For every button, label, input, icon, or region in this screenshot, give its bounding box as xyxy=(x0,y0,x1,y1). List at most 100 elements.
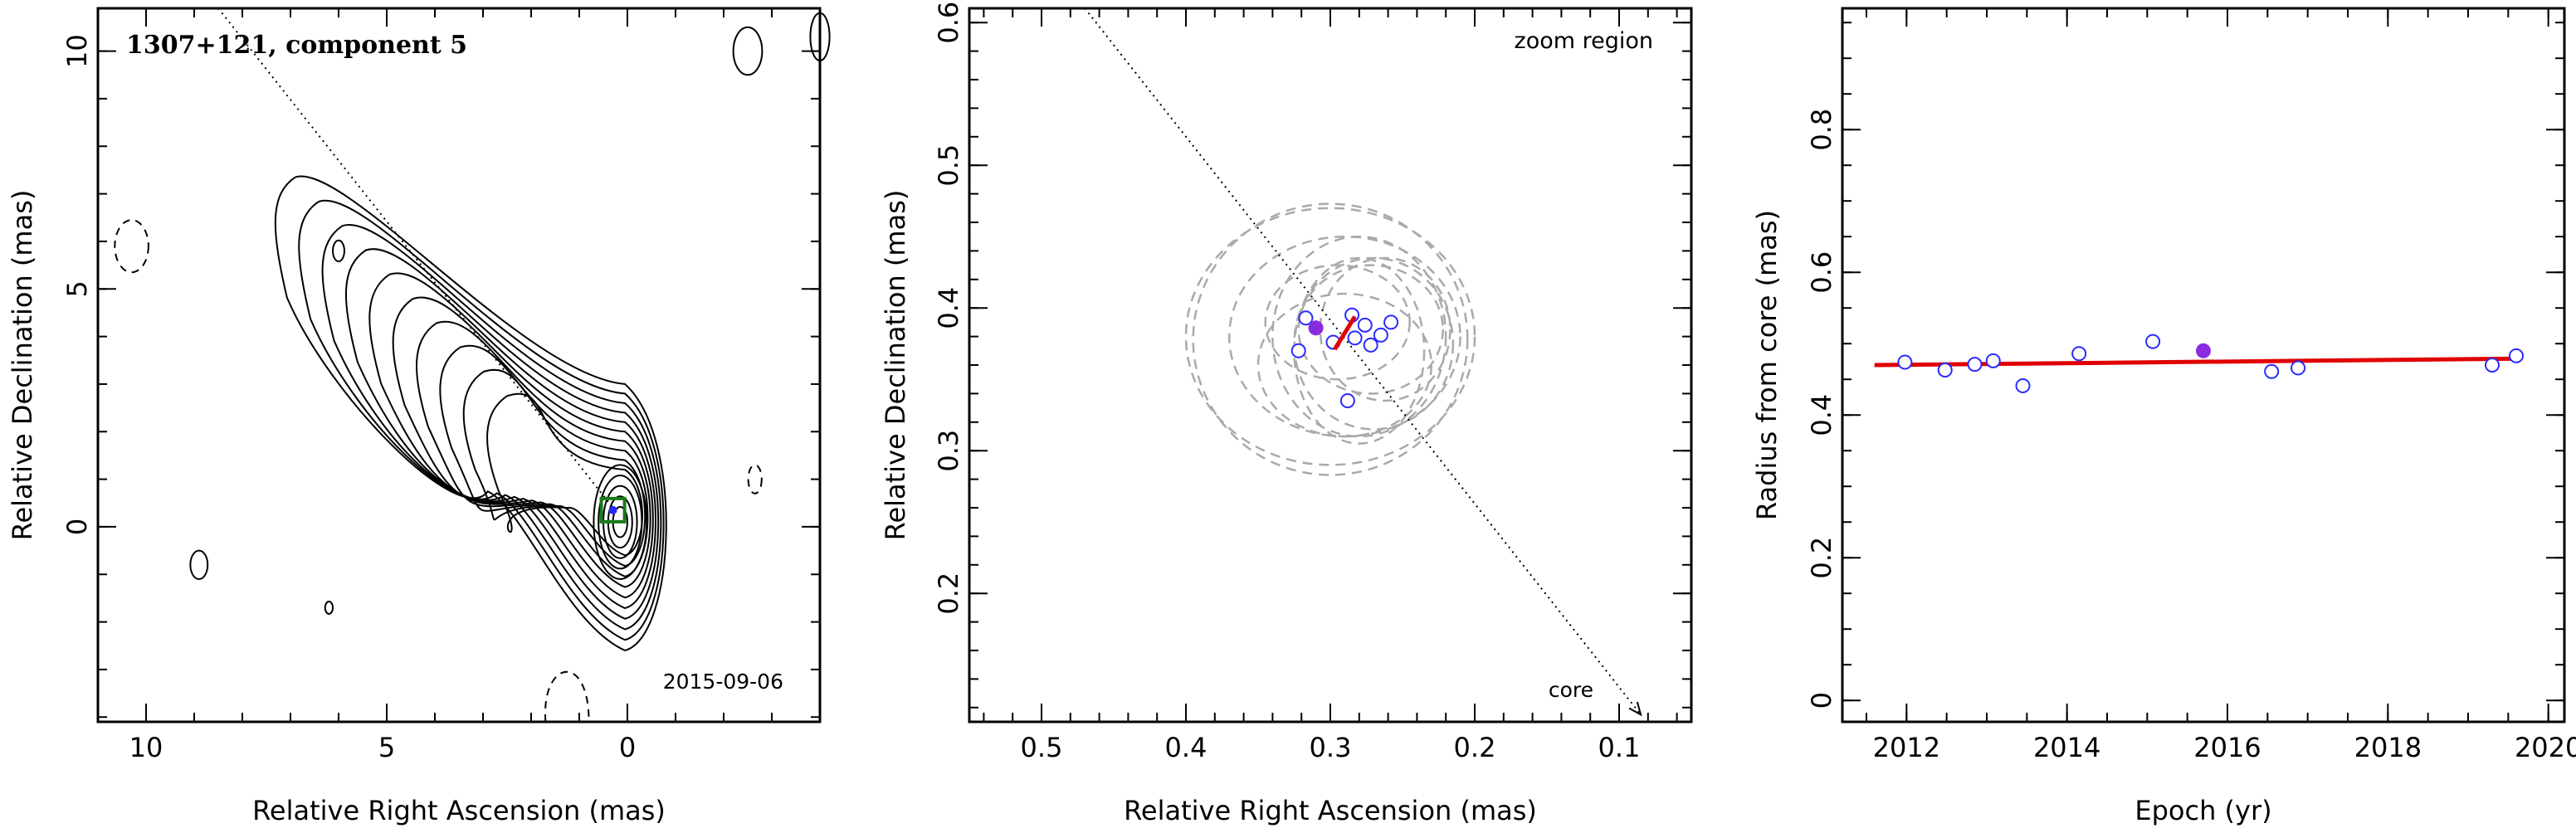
panel2-annotations xyxy=(1084,7,1642,717)
y-axis-label: Relative Declination (mas) xyxy=(880,190,911,541)
contour-level xyxy=(462,368,646,568)
component-marker-dot xyxy=(608,505,617,514)
chart-title: 1307+121, component 5 xyxy=(126,31,467,60)
x-tick-label: 0.3 xyxy=(1310,732,1352,763)
core-arrowhead xyxy=(1628,701,1642,717)
panel1-annotations xyxy=(217,7,627,524)
core-contour xyxy=(598,475,643,570)
epoch-label: 2015-09-06 xyxy=(663,670,783,694)
isolated-contour xyxy=(732,26,764,76)
contour-level xyxy=(274,175,667,652)
radius-point xyxy=(2071,346,2087,362)
x-tick-label: 10 xyxy=(129,732,163,763)
contour-level xyxy=(439,344,649,577)
x-tick-label: 0 xyxy=(619,732,636,763)
position-point xyxy=(1373,327,1388,343)
component-marker-box xyxy=(599,496,627,524)
radius-point xyxy=(2509,348,2524,363)
panel-radius-vs-epoch: 2012 2014 2016 2018 2020 0 0.2 0.4 0.6 0.8 Epoch … xyxy=(1751,7,2576,826)
x-tick-label: 0.1 xyxy=(1598,732,1641,763)
core-label: core xyxy=(1549,678,1593,702)
y-axis-label: Relative Declination (mas) xyxy=(7,190,38,541)
zoom-region-label: zoom region xyxy=(1515,28,1653,54)
y-tick-label: 0.6 xyxy=(1806,251,1837,294)
contour-level xyxy=(392,296,654,599)
contour-level xyxy=(344,248,660,620)
y-tick-label: 0.6 xyxy=(933,2,964,44)
scatter-points xyxy=(1290,307,1399,408)
position-uncertainty-ellipse xyxy=(1184,207,1476,466)
radius-point xyxy=(2145,334,2161,349)
isolated-contour xyxy=(189,549,209,580)
position-uncertainty-ellipse xyxy=(1271,235,1447,438)
x-tick-label: 2012 xyxy=(1873,732,1940,763)
contour-level xyxy=(416,320,651,588)
position-point xyxy=(1290,343,1306,358)
core-contour xyxy=(593,464,648,581)
radius-point xyxy=(2015,378,2031,393)
scatter-points xyxy=(1897,334,2524,393)
panel-contour-map: 10 5 0 0 5 10 1307+121, component 5 2015-09-0… xyxy=(7,7,831,826)
y-tick-label: 0 xyxy=(1806,692,1837,709)
y-tick-label: 0.3 xyxy=(933,430,964,472)
radius-point xyxy=(1967,357,1983,373)
x-axis-label: Epoch (yr) xyxy=(2134,795,2271,826)
radius-point xyxy=(2264,363,2280,379)
y-tick-label: 5 xyxy=(61,280,93,297)
position-uncertainty-ellipse xyxy=(1256,292,1433,438)
y-tick-label: 0.5 xyxy=(933,144,964,187)
position-point xyxy=(1363,337,1378,353)
position-uncertainty-ellipse xyxy=(1297,264,1444,395)
contour-level xyxy=(321,223,662,631)
isolated-contour xyxy=(332,239,345,263)
negative-contour xyxy=(747,464,763,494)
contour-map xyxy=(114,12,831,723)
x-tick-label: 2018 xyxy=(2354,732,2422,763)
position-uncertainty-ellipse xyxy=(1264,264,1411,381)
reference-epoch-point xyxy=(2196,343,2211,358)
plot-frame xyxy=(968,7,1693,723)
y-tick-label: 0.2 xyxy=(1806,537,1837,579)
y-tick-label: 10 xyxy=(61,34,93,68)
motion-vector xyxy=(1333,315,1357,351)
negative-contour xyxy=(544,670,590,723)
position-uncertainty-ellipse xyxy=(1293,256,1455,431)
panel-zoom-region: 0.5 0.4 0.3 0.2 0.1 0.2 0.3 0.4 0.5 0.6 zoom regi… xyxy=(880,2,1693,826)
y-tick-label: 0 xyxy=(61,519,93,535)
x-tick-label: 0.5 xyxy=(1021,732,1063,763)
position-point xyxy=(1357,317,1373,333)
isolated-contour xyxy=(324,600,334,615)
x-tick-label: 2016 xyxy=(2193,732,2261,763)
position-point xyxy=(1347,330,1363,346)
axes: 2012 2014 2016 2018 2020 0 0.2 0.4 0.6 0.8 xyxy=(1806,8,2576,763)
reference-epoch-point xyxy=(1308,320,1324,336)
plot-frame xyxy=(1841,7,2566,723)
x-tick-label: 2014 xyxy=(2033,732,2100,763)
negative-contour xyxy=(114,219,149,274)
radius-point xyxy=(1937,363,1953,378)
y-tick-label: 0.4 xyxy=(933,287,964,329)
plot-frame xyxy=(96,7,822,723)
y-tick-label: 0.2 xyxy=(933,572,964,615)
y-axis-label: Radius from core (mas) xyxy=(1751,210,1783,520)
contour-level xyxy=(298,199,665,641)
y-tick-label: 0.4 xyxy=(1806,394,1837,436)
position-point xyxy=(1383,314,1399,330)
position-ellipses xyxy=(1184,202,1476,476)
axes: 10 5 0 0 5 10 xyxy=(61,8,821,763)
radius-point xyxy=(1897,354,1913,370)
position-point xyxy=(1298,310,1314,326)
x-tick-label: 2020 xyxy=(2515,732,2576,763)
x-tick-label: 0.4 xyxy=(1165,732,1208,763)
radius-point xyxy=(2485,358,2500,373)
core-direction-line xyxy=(1084,7,1642,716)
y-tick-label: 0.8 xyxy=(1806,109,1837,151)
x-tick-label: 5 xyxy=(378,732,395,763)
x-axis-label: Relative Right Ascension (mas) xyxy=(1124,795,1537,826)
x-tick-label: 0.2 xyxy=(1454,732,1496,763)
axes: 0.5 0.4 0.3 0.2 0.1 0.2 0.3 0.4 0.5 0.6 xyxy=(933,2,1691,763)
position-point xyxy=(1339,393,1355,408)
radius-point xyxy=(2291,360,2306,376)
contour-level xyxy=(486,392,643,557)
